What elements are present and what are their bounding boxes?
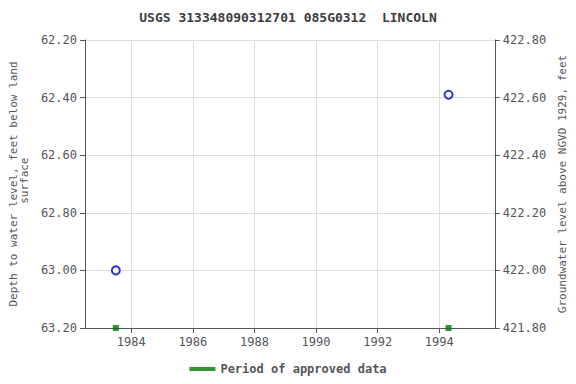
svg-text:422.40: 422.40 bbox=[503, 148, 546, 162]
svg-text:62.60: 62.60 bbox=[41, 148, 77, 162]
svg-text:1992: 1992 bbox=[363, 335, 392, 349]
svg-text:422.00: 422.00 bbox=[503, 263, 546, 277]
svg-text:421.80: 421.80 bbox=[503, 321, 546, 335]
svg-text:62.80: 62.80 bbox=[41, 206, 77, 220]
svg-text:1984: 1984 bbox=[117, 335, 146, 349]
svg-text:Period of approved data: Period of approved data bbox=[220, 362, 386, 376]
svg-text:62.40: 62.40 bbox=[41, 91, 77, 105]
svg-text:63.20: 63.20 bbox=[41, 321, 77, 335]
svg-text:1986: 1986 bbox=[178, 335, 207, 349]
svg-text:surface: surface bbox=[18, 158, 31, 211]
svg-text:62.20: 62.20 bbox=[41, 33, 77, 47]
svg-text:Depth to water level, feet bel: Depth to water level, feet below land bbox=[7, 61, 20, 307]
svg-text:Groundwater level above NGVD 1: Groundwater level above NGVD 1929, feet bbox=[556, 55, 569, 313]
svg-text:1994: 1994 bbox=[425, 335, 454, 349]
svg-text:63.00: 63.00 bbox=[41, 263, 77, 277]
svg-text:USGS 313348090312701 085G0312: USGS 313348090312701 085G0312 LINCOLN bbox=[139, 10, 437, 25]
svg-text:1990: 1990 bbox=[302, 335, 331, 349]
svg-text:422.80: 422.80 bbox=[503, 33, 546, 47]
svg-text:1988: 1988 bbox=[240, 335, 269, 349]
svg-text:422.20: 422.20 bbox=[503, 206, 546, 220]
svg-text:422.60: 422.60 bbox=[503, 91, 546, 105]
